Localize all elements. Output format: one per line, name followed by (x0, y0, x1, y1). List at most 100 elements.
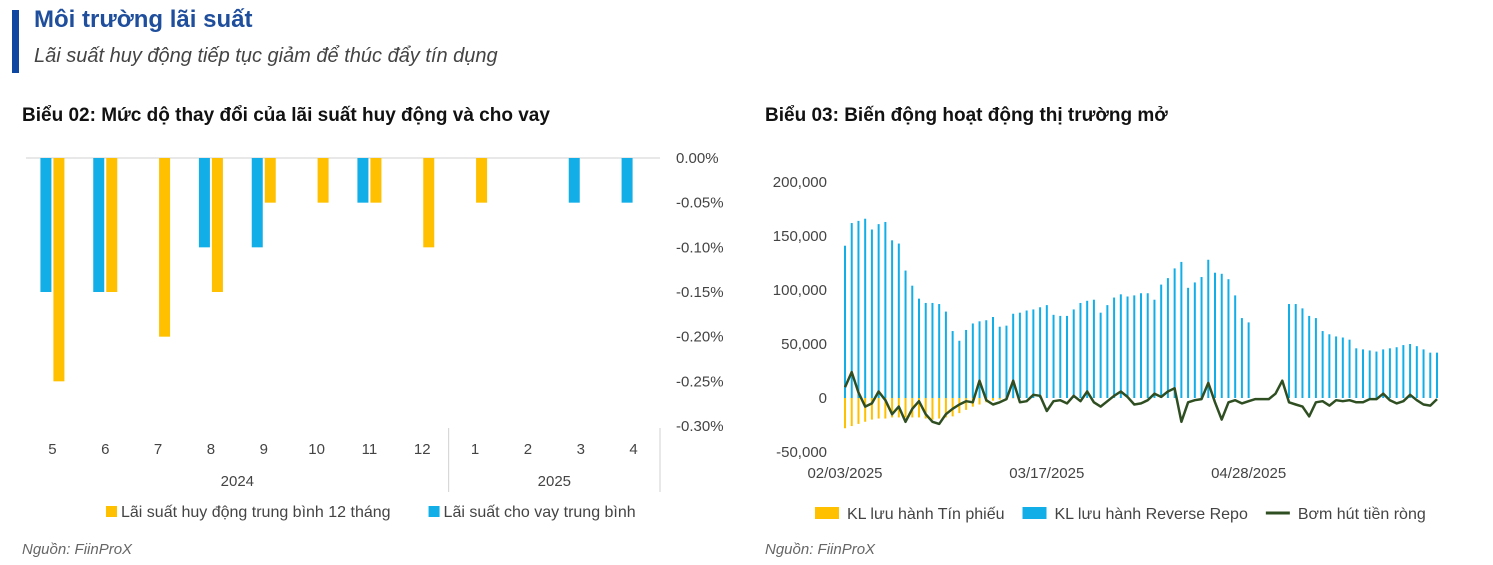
chart3-y-tick-label: 100,000 (773, 282, 827, 299)
chart3-bar-reverse-repo (1368, 350, 1371, 398)
chart2-legend-swatch (428, 506, 440, 517)
chart3-bar-reverse-repo (924, 302, 927, 398)
chart3-bar-reverse-repo (1072, 309, 1075, 398)
chart2-y-tick-label: 0.00% (676, 150, 719, 167)
chart3-bar-reverse-repo (998, 326, 1001, 398)
chart3-bar-reverse-repo (1429, 352, 1432, 398)
chart2-legend-label: Lãi suất huy động trung bình 12 tháng (121, 504, 391, 521)
chart3-bar-reverse-repo (1092, 299, 1095, 398)
chart3-bar-reverse-repo (897, 243, 900, 398)
chart3-bar-reverse-repo (864, 218, 867, 398)
chart3-bar-reverse-repo (1314, 318, 1317, 398)
chart3-bar-reverse-repo (971, 323, 974, 398)
chart3-bar-reverse-repo (938, 304, 941, 398)
chart3-bar-reverse-repo (1126, 296, 1129, 398)
chart3-bar-reverse-repo (1099, 312, 1102, 398)
chart3-bar-reverse-repo (1173, 268, 1176, 398)
chart3-bar-reverse-repo (1240, 318, 1243, 398)
chart3-bar-reverse-repo (1362, 349, 1364, 398)
chart2-rate-change-bar-chart: 0.00% -0.05% -0.10% -0.15% -0.20% -0.25% -0.30… (26, 150, 724, 521)
chart3-bar-tin-phieu (918, 398, 920, 418)
chart3-bar-reverse-repo (1402, 345, 1405, 398)
chart3-bar-reverse-repo (1301, 308, 1304, 398)
chart2-x-tick-label: 6 (101, 441, 109, 458)
chart2-y-tick-label: -0.20% (676, 329, 724, 346)
chart3-open-market-chart: 200,000 150,000 100,000 50,000 0 -50,000 02/03… (773, 174, 1438, 523)
chart2-x-tick-label: 7 (154, 441, 162, 458)
chart3-bar-reverse-repo (904, 270, 907, 398)
chart3-bar-reverse-repo (951, 331, 954, 398)
chart2-y-tick-label: -0.25% (676, 373, 724, 390)
chart3-legend-swatch (815, 507, 839, 519)
chart3-bar-tin-phieu (864, 398, 867, 422)
chart3-bar-reverse-repo (1422, 349, 1425, 398)
chart3-bar-reverse-repo (965, 329, 968, 398)
chart2-bar-deposit-5 (53, 158, 65, 382)
chart3-bar-reverse-repo (1214, 272, 1216, 398)
chart3-bar-reverse-repo (1388, 348, 1391, 398)
chart2-x-tick-label: 2 (524, 441, 532, 458)
chart2-bar-lending-11 (357, 158, 369, 203)
chart3-bar-reverse-repo (1348, 339, 1351, 398)
chart3-x-tick-label: 02/03/2025 (807, 465, 882, 482)
chart3-bar-tin-phieu (924, 398, 927, 419)
chart3-bar-tin-phieu (998, 398, 1001, 400)
chart2-source: Nguồn: FiinProX (22, 541, 133, 558)
chart3-bar-reverse-repo (1066, 315, 1068, 398)
chart3-bar-reverse-repo (992, 317, 994, 398)
chart3-bar-reverse-repo (944, 311, 947, 398)
chart3-bar-reverse-repo (850, 223, 853, 398)
chart2-bar-deposit-8 (211, 158, 223, 292)
chart3-bar-reverse-repo (1328, 334, 1331, 398)
chart3-title: Biểu 03: Biến động hoạt động thị trường … (765, 105, 1168, 127)
chart3-line-net-injection (843, 370, 1438, 426)
chart3-y-tick-label: 150,000 (773, 228, 827, 245)
chart3-bar-reverse-repo (1032, 309, 1035, 398)
chart3-bar-reverse-repo (1335, 336, 1338, 398)
chart3-bar-reverse-repo (1409, 344, 1412, 398)
chart2-y-tick-label: -0.10% (676, 239, 724, 256)
chart3-title-text: Biến động hoạt động thị trường mở (844, 105, 1168, 126)
chart3-bar-reverse-repo (884, 221, 887, 398)
chart2-bar-deposit-10 (317, 158, 329, 203)
chart2-bar-lending-8 (198, 158, 210, 248)
chart2-bar-deposit-11 (370, 158, 382, 203)
chart3-bar-reverse-repo (1375, 351, 1378, 398)
chart2-title: Biểu 02: Mức dộ thay đổi của lãi suất hu… (22, 105, 550, 126)
chart2-x-tick-label: 5 (48, 441, 56, 458)
chart3-bar-tin-phieu (844, 398, 846, 429)
chart3-bar-tin-phieu (938, 398, 941, 419)
chart3-bar-reverse-repo (857, 220, 860, 398)
chart2-bar-deposit-9 (264, 158, 276, 203)
chart3-bar-reverse-repo (1005, 325, 1008, 398)
chart3-bar-reverse-repo (1140, 293, 1142, 398)
chart3-x-tick-label: 04/28/2025 (1211, 465, 1286, 482)
chart2-y-tick-label: -0.30% (676, 418, 724, 435)
chart2-group-label: 2024 (221, 473, 254, 490)
chart2-group-label: 2025 (538, 473, 571, 490)
chart2-bar-lending-9 (251, 158, 263, 248)
chart3-bar-reverse-repo (1113, 297, 1116, 398)
chart2-bar-deposit-12 (423, 158, 435, 248)
chart3-bar-reverse-repo (1119, 294, 1122, 398)
chart3-bar-reverse-repo (931, 302, 934, 398)
chart2-y-tick-label: -0.05% (676, 195, 724, 212)
chart2-x-tick-label: 8 (207, 441, 215, 458)
chart3-bar-reverse-repo (1012, 313, 1015, 398)
chart3-legend-label: KL lưu hành Tín phiếu (847, 506, 1005, 523)
chart2-bar-deposit-7 (159, 158, 171, 337)
chart3-bar-reverse-repo (1294, 304, 1297, 398)
chart3-source: Nguồn: FiinProX (765, 541, 876, 558)
chart3-bar-reverse-repo (1025, 310, 1028, 398)
chart2-bar-lending-5 (40, 158, 52, 292)
chart3-bar-reverse-repo (1200, 277, 1203, 398)
chart3-bar-reverse-repo (1227, 279, 1230, 398)
chart3-y-tick-label: -50,000 (776, 444, 827, 461)
chart2-legend-swatch (106, 506, 117, 517)
chart3-x-tick-label: 03/17/2025 (1009, 465, 1084, 482)
chart3-bar-reverse-repo (1146, 293, 1149, 398)
chart3-bar-reverse-repo (978, 321, 981, 398)
chart3-bar-reverse-repo (1321, 331, 1324, 398)
chart3-bar-reverse-repo (1308, 315, 1311, 398)
chart3-bar-reverse-repo (1086, 300, 1089, 398)
